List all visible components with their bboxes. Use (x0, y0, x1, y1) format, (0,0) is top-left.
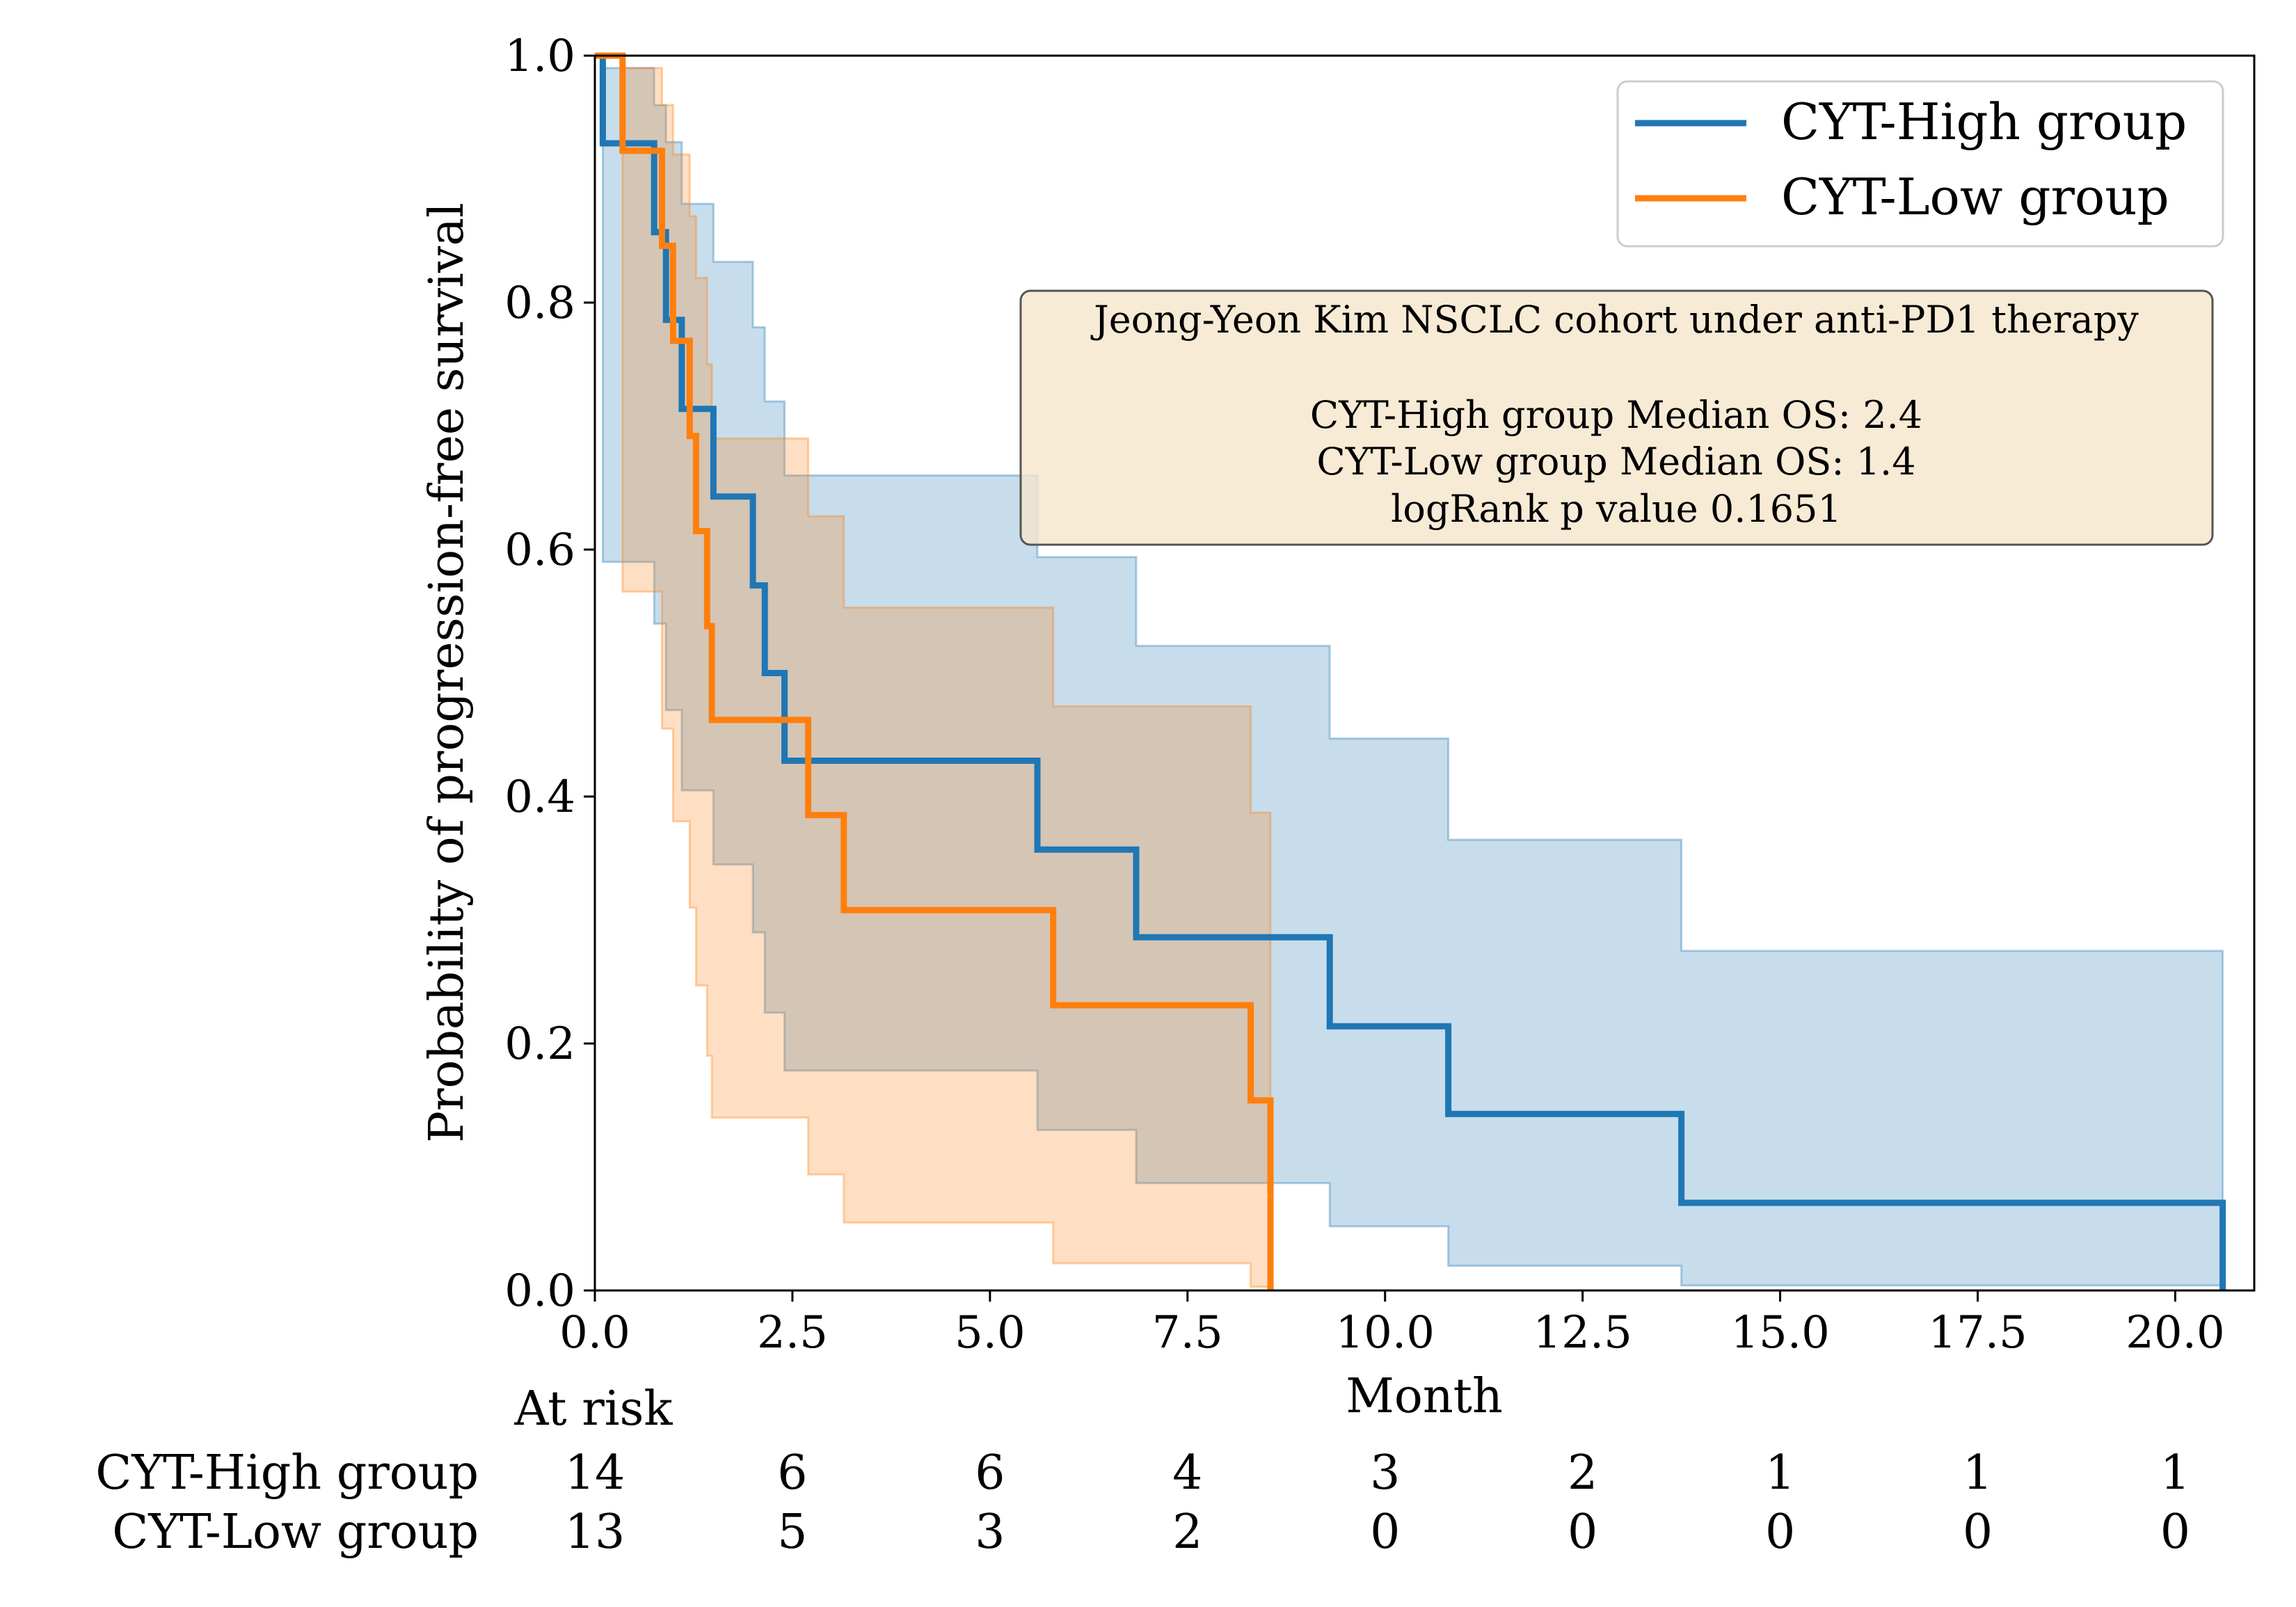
x-tick-label: 10.0 (1335, 1307, 1435, 1359)
y-tick-label: 0.6 (504, 525, 575, 576)
at-risk-count: 3 (1370, 1446, 1400, 1501)
x-tick-label: 20.0 (2126, 1307, 2225, 1359)
at-risk-count: 1 (1765, 1446, 1795, 1501)
at-risk-count: 0 (2160, 1505, 2190, 1560)
x-axis-title: Month (1346, 1369, 1502, 1424)
at-risk-count: 0 (1568, 1505, 1597, 1560)
legend-label-cyt-high: CYT-High group (1781, 93, 2187, 151)
at-risk-counts: 14 6 6 4 3 2 1 1 113 5 3 2 0 0 0 0 0 (565, 1446, 2190, 1560)
y-tick-label: 1.0 (504, 31, 575, 82)
at-risk-count: 0 (1765, 1505, 1795, 1560)
legend: CYT-High group CYT-Low group (1618, 81, 2223, 246)
y-axis-title: Probability of progression-free survival (420, 202, 475, 1142)
annotation-title: Jeong-Yeon Kim NSCLC cohort under anti-P… (1090, 298, 2139, 342)
at-risk-count: 1 (1963, 1446, 1993, 1501)
at-risk-count: 6 (777, 1446, 807, 1501)
x-axis-ticks: 0.0 2.5 5.0 7.5 10.0 12.5 15.0 17.5 20.0 (559, 1290, 2225, 1359)
x-tick-label: 15.0 (1730, 1307, 1830, 1359)
at-risk-count: 5 (777, 1505, 807, 1560)
x-tick-label: 5.0 (955, 1307, 1026, 1359)
x-tick-label: 2.5 (757, 1307, 828, 1359)
at-risk-header: At risk (513, 1382, 673, 1437)
x-tick-label: 17.5 (1928, 1307, 2027, 1359)
at-risk-count: 3 (975, 1505, 1005, 1560)
x-tick-label: 7.5 (1152, 1307, 1223, 1359)
at-risk-count: 1 (2160, 1446, 2190, 1501)
at-risk-count: 0 (1370, 1505, 1400, 1560)
annotation-median-high: CYT-High group Median OS: 2.4 (1310, 393, 1922, 437)
at-risk-count: 4 (1172, 1446, 1202, 1501)
annotation-logrank: logRank p value 0.1651 (1391, 487, 1842, 531)
annotation-median-low: CYT-Low group Median OS: 1.4 (1316, 440, 1915, 483)
at-risk-count: 2 (1172, 1505, 1202, 1560)
at-risk-table: At risk CYT-High group CYT-Low group 14 6… (95, 1382, 2190, 1560)
at-risk-count: 6 (975, 1446, 1005, 1501)
y-tick-label: 0.2 (504, 1018, 575, 1070)
legend-label-cyt-low: CYT-Low group (1781, 168, 2169, 226)
y-tick-label: 0.8 (504, 278, 575, 329)
at-risk-label-cyt-low: CYT-Low group (112, 1505, 479, 1560)
at-risk-count: 13 (565, 1505, 625, 1560)
y-tick-label: 0.4 (504, 771, 575, 823)
y-axis-ticks: 0.0 0.2 0.4 0.6 0.8 1.0 (504, 31, 595, 1317)
at-risk-label-cyt-high: CYT-High group (95, 1446, 479, 1501)
x-tick-label: 12.5 (1533, 1307, 1632, 1359)
y-tick-label: 0.0 (504, 1265, 575, 1317)
at-risk-count: 2 (1568, 1446, 1597, 1501)
stats-annotation: Jeong-Yeon Kim NSCLC cohort under anti-P… (1021, 291, 2213, 545)
at-risk-count: 14 (565, 1446, 625, 1501)
at-risk-count: 0 (1963, 1505, 1993, 1560)
